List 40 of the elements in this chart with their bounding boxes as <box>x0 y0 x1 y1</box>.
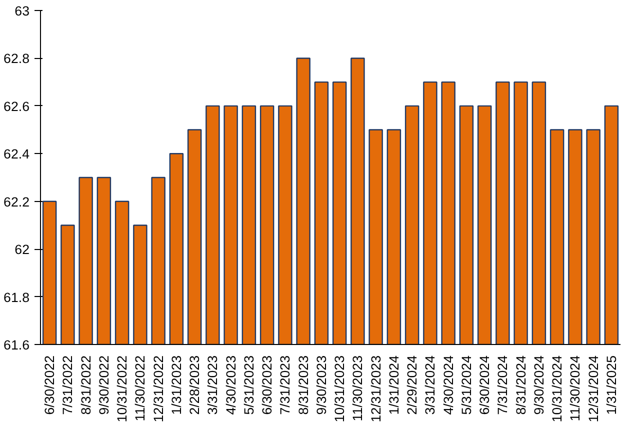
x-tick-label: 12/31/2022 <box>150 355 166 422</box>
x-tick-label: 6/30/2022 <box>42 355 58 415</box>
x-tick-label: 12/31/2023 <box>368 355 384 422</box>
x-tick-label: 10/31/2023 <box>332 355 348 422</box>
x-tick-label: 11/30/2024 <box>568 354 583 422</box>
x-tick-label: 1/31/2024 <box>386 354 402 415</box>
x-tick-label: 2/29/2024 <box>404 354 420 415</box>
y-tick-label: 61.8 <box>4 290 30 305</box>
x-tick-label: 8/31/2024 <box>513 354 528 415</box>
x-tick-label: 9/30/2024 <box>531 354 546 415</box>
x-tick-label: 7/31/2023 <box>278 355 293 415</box>
y-tick-label: 62 <box>14 242 30 258</box>
x-tick-label: 3/31/2023 <box>205 355 220 415</box>
x-tick-label: 11/30/2022 <box>132 356 148 422</box>
x-tick-label: 8/31/2023 <box>296 355 311 415</box>
x-tick-label: 6/30/2023 <box>260 355 275 415</box>
y-tick-label: 63 <box>14 4 30 18</box>
x-tick-label: 4/30/2024 <box>440 354 456 415</box>
x-tick-label: 5/31/2024 <box>458 354 474 415</box>
x-tick-label: 1/31/2025 <box>604 355 619 415</box>
x-tick-label: 9/30/2023 <box>314 355 329 415</box>
x-tick-label: 1/31/2023 <box>168 355 184 415</box>
x-tick-label: 6/30/2024 <box>477 354 492 415</box>
x-tick-label: 10/31/2024 <box>550 354 565 422</box>
x-tick-label: 12/31/2024 <box>586 354 601 422</box>
x-tick-label: 3/31/2024 <box>422 354 438 415</box>
x-tick-label: 5/31/2023 <box>241 355 256 415</box>
x-tick-label: 4/30/2023 <box>223 355 238 415</box>
x-tick-label: 7/31/2022 <box>60 355 76 415</box>
x-tick-label: 2/28/2023 <box>187 355 202 415</box>
y-tick-label: 62.2 <box>4 194 30 210</box>
y-tick-label: 62.8 <box>4 51 30 66</box>
x-tick-label: 10/31/2022 <box>114 355 130 422</box>
y-tick-label: 61.6 <box>4 338 30 352</box>
y-tick-label: 62.6 <box>4 98 30 114</box>
y-tick-label: 62.4 <box>4 146 30 162</box>
x-tick-label: 8/31/2022 <box>78 355 94 415</box>
x-tick-label: 9/30/2022 <box>96 355 112 415</box>
x-tick-label: 11/30/2023 <box>350 356 366 422</box>
x-tick-label: 7/31/2024 <box>495 354 510 415</box>
